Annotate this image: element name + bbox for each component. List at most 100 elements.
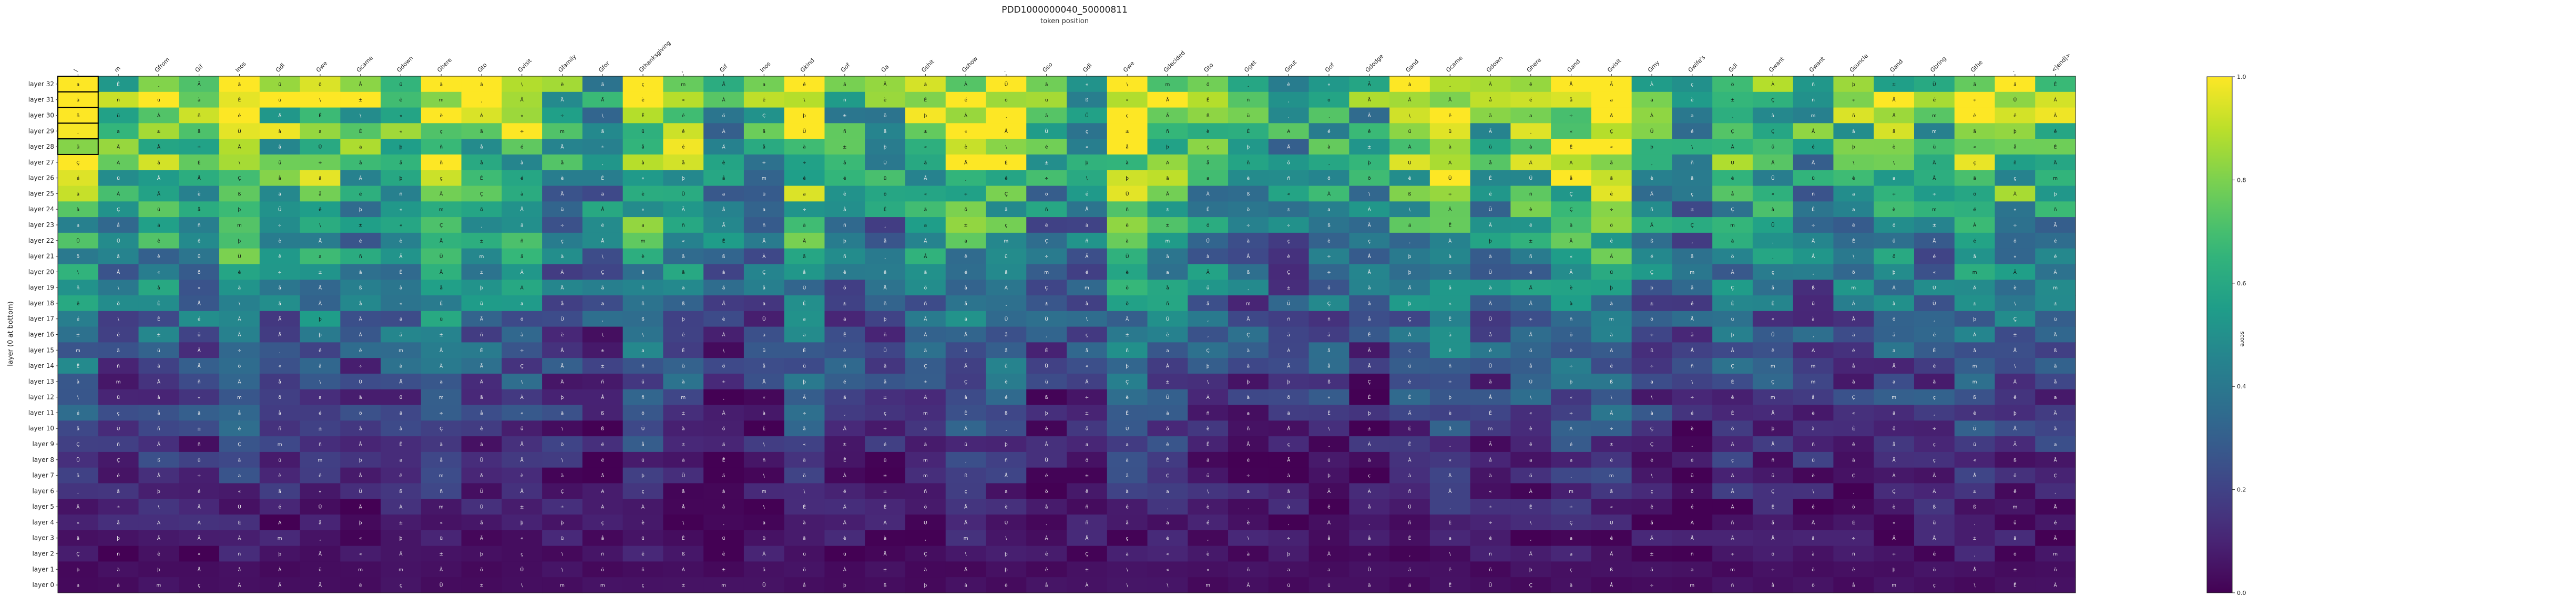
cell-label: Ç <box>1287 270 1290 275</box>
heatmap-cell <box>1188 76 1229 92</box>
cell-label: Å <box>399 378 403 385</box>
x-tick-label: \ <box>73 67 79 74</box>
cell-label: ê <box>2013 113 2017 119</box>
heatmap-cell <box>219 154 260 171</box>
cell-label: Å <box>2013 426 2017 432</box>
cell-label: ü <box>1408 129 1412 135</box>
cell-label: Å <box>1246 441 1250 448</box>
cell-label: ã <box>238 82 241 87</box>
cell-label: Ç <box>1771 98 1774 103</box>
cell-label: Ê <box>238 519 241 526</box>
cell-label: å <box>1570 97 1573 103</box>
cell-label: å <box>641 145 645 150</box>
cell-label: ¸ <box>1691 239 1694 244</box>
cell-label: À <box>1892 472 1896 479</box>
cell-label: ¸ <box>1449 505 1451 510</box>
x-tick-label: Gand <box>1889 58 1905 74</box>
cell-label: ç <box>1570 568 1572 573</box>
heatmap-cell <box>98 91 139 108</box>
cell-label: m <box>439 395 444 400</box>
cell-label: ñ <box>1852 114 1855 119</box>
heatmap-cell <box>1672 76 1713 92</box>
y-tick-label: layer 22 <box>28 237 54 244</box>
heatmap-cell <box>381 154 422 171</box>
cell-label: å <box>1489 457 1492 463</box>
cell-label: ñ <box>1691 160 1694 166</box>
cell-label: å <box>803 583 806 589</box>
cell-label: ¸ <box>722 520 725 526</box>
cell-label: ü <box>1973 443 1976 448</box>
cell-label: Ü <box>1933 285 1936 291</box>
cell-label: ñ <box>1812 82 1815 87</box>
cell-label: ü <box>1448 129 1451 135</box>
heatmap-cell <box>1752 76 1794 92</box>
heatmap-cell <box>1107 91 1148 108</box>
heatmap-cell <box>138 76 179 92</box>
cell-label: a <box>1893 348 1896 354</box>
cell-label: « <box>198 552 201 557</box>
cell-label: Ä <box>278 316 282 322</box>
cell-label: Ê <box>238 97 241 103</box>
y-tick-label: layer 21 <box>28 253 54 260</box>
heatmap-cell <box>1026 139 1067 155</box>
heatmap-cell <box>1188 154 1229 171</box>
cell-label: ± <box>520 505 524 510</box>
cell-label: À <box>762 551 766 557</box>
cell-label: é <box>1489 536 1492 541</box>
cell-label: Ä <box>157 191 161 197</box>
cell-label: À <box>1207 191 1210 197</box>
cell-label: À <box>964 81 968 87</box>
heatmap-cell <box>1067 154 1108 171</box>
cell-label: ± <box>76 333 80 338</box>
cell-label: Ü <box>1045 129 1048 135</box>
cell-label: Ê <box>400 269 403 275</box>
cell-label: ü <box>1287 583 1290 589</box>
cell-label: þ <box>1207 364 1210 369</box>
cell-label: ö <box>843 286 846 291</box>
cell-label: ä <box>1973 129 1976 135</box>
cell-label: ä <box>1691 333 1694 338</box>
x-tick-label: Gfor <box>597 60 611 74</box>
cell-label: Å <box>1045 441 1049 448</box>
cell-label: ÷ <box>1609 427 1613 432</box>
cell-label: Ü <box>1489 364 1493 369</box>
heatmap-cell <box>582 123 623 139</box>
cell-label: è <box>520 473 524 479</box>
heatmap-cell <box>1793 76 1834 92</box>
cell-label: ñ <box>1408 489 1412 495</box>
cell-label: Å <box>1852 316 1856 322</box>
cell-label: Ä <box>1287 129 1291 135</box>
cell-label: à <box>1287 474 1290 479</box>
colorbar-tick-label: 0.0 <box>2237 590 2246 596</box>
cell-label: ß <box>157 458 160 463</box>
heatmap-cell <box>582 91 623 108</box>
cell-label: ñ <box>1287 176 1290 181</box>
cell-label: Å <box>157 378 161 385</box>
cell-label: À <box>1973 222 1977 228</box>
cell-label: ç <box>1933 395 1936 400</box>
cell-label: ü <box>319 568 322 573</box>
cell-label: a <box>77 583 80 589</box>
cell-label: a <box>1893 379 1896 385</box>
cell-label: ä <box>1408 583 1412 589</box>
cell-label: Ç <box>1207 348 1210 354</box>
cell-label: à <box>924 568 927 573</box>
cell-label: Ã <box>762 238 766 244</box>
cell-label: ã <box>359 160 362 166</box>
cell-label: è <box>843 348 846 354</box>
cell-label: è <box>278 238 281 244</box>
cell-label: ¸ <box>77 129 79 135</box>
heatmap-cell <box>824 154 865 171</box>
x-tick-label: Gwant <box>1767 55 1786 74</box>
cell-label: ß <box>964 474 967 479</box>
cell-label: Å <box>1368 363 1372 369</box>
x-tick-label: Gdi <box>1727 62 1739 74</box>
cell-label: Å <box>1771 410 1775 416</box>
cell-label: a <box>1005 489 1008 495</box>
cell-label: « <box>198 395 201 400</box>
cell-label: þ <box>1650 286 1653 291</box>
cell-label: ß <box>1610 379 1613 385</box>
cell-label: m <box>439 98 444 103</box>
heatmap-cell <box>340 76 381 92</box>
x-tick-label: Gdown <box>1485 55 1504 74</box>
